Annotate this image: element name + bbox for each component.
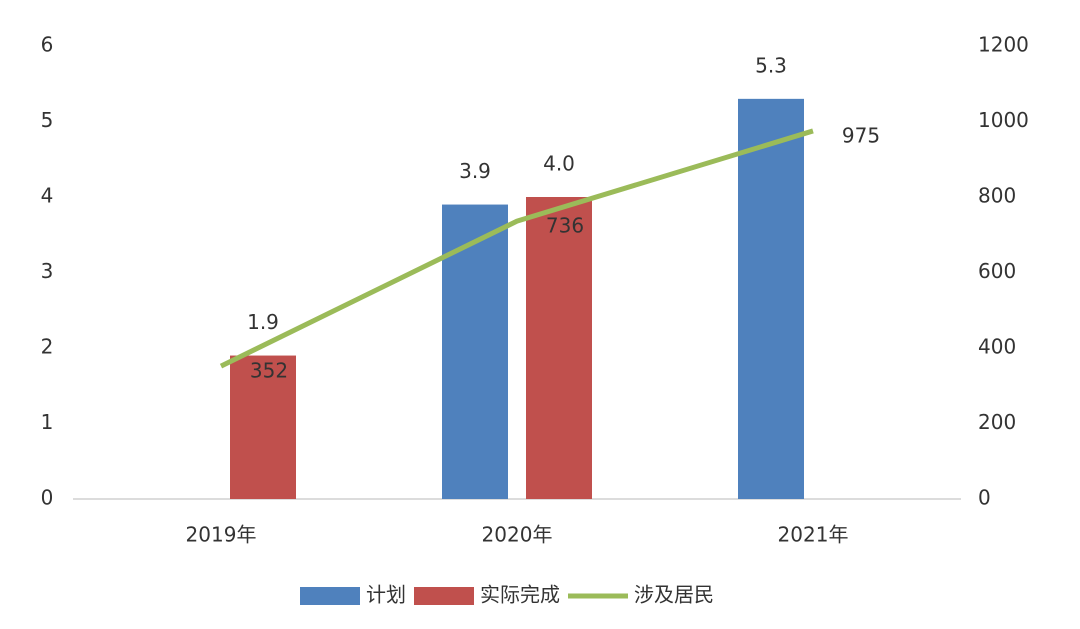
legend-swatch: [300, 587, 360, 605]
y2-tick-label: 800: [978, 184, 1016, 208]
legend-label: 涉及居民: [634, 583, 714, 607]
y-tick-label: 6: [41, 33, 54, 57]
y-tick-label: 1: [41, 410, 54, 434]
data-label: 352: [250, 359, 288, 383]
y2-tick-label: 1000: [978, 108, 1029, 132]
bar: [230, 355, 296, 499]
data-label: 1.9: [247, 310, 279, 334]
y-tick-label: 2: [41, 335, 54, 359]
x-tick-label: 2021年: [778, 523, 849, 547]
bar: [738, 98, 804, 499]
y2-tick-label: 600: [978, 259, 1016, 283]
legend-label: 计划: [366, 583, 406, 607]
bar: [442, 204, 508, 500]
legend-swatch: [414, 587, 474, 605]
y-tick-label: 0: [41, 486, 54, 510]
y2-tick-label: 0: [978, 486, 991, 510]
y2-tick-label: 400: [978, 335, 1016, 359]
x-tick-label: 2020年: [482, 523, 553, 547]
y-tick-label: 4: [41, 184, 54, 208]
y2-tick-label: 1200: [978, 33, 1029, 57]
y2-tick-label: 200: [978, 410, 1016, 434]
data-label: 975: [842, 123, 880, 147]
data-label: 736: [546, 214, 584, 238]
y-tick-label: 3: [41, 259, 54, 283]
bar: [526, 197, 592, 499]
line: [219, 128, 814, 369]
data-label: 5.3: [755, 53, 787, 77]
data-label: 4.0: [543, 152, 575, 176]
y-tick-label: 5: [41, 108, 54, 132]
data-label: 3.9: [459, 159, 491, 183]
legend-label: 实际完成: [480, 583, 560, 607]
x-tick-label: 2019年: [186, 523, 257, 547]
